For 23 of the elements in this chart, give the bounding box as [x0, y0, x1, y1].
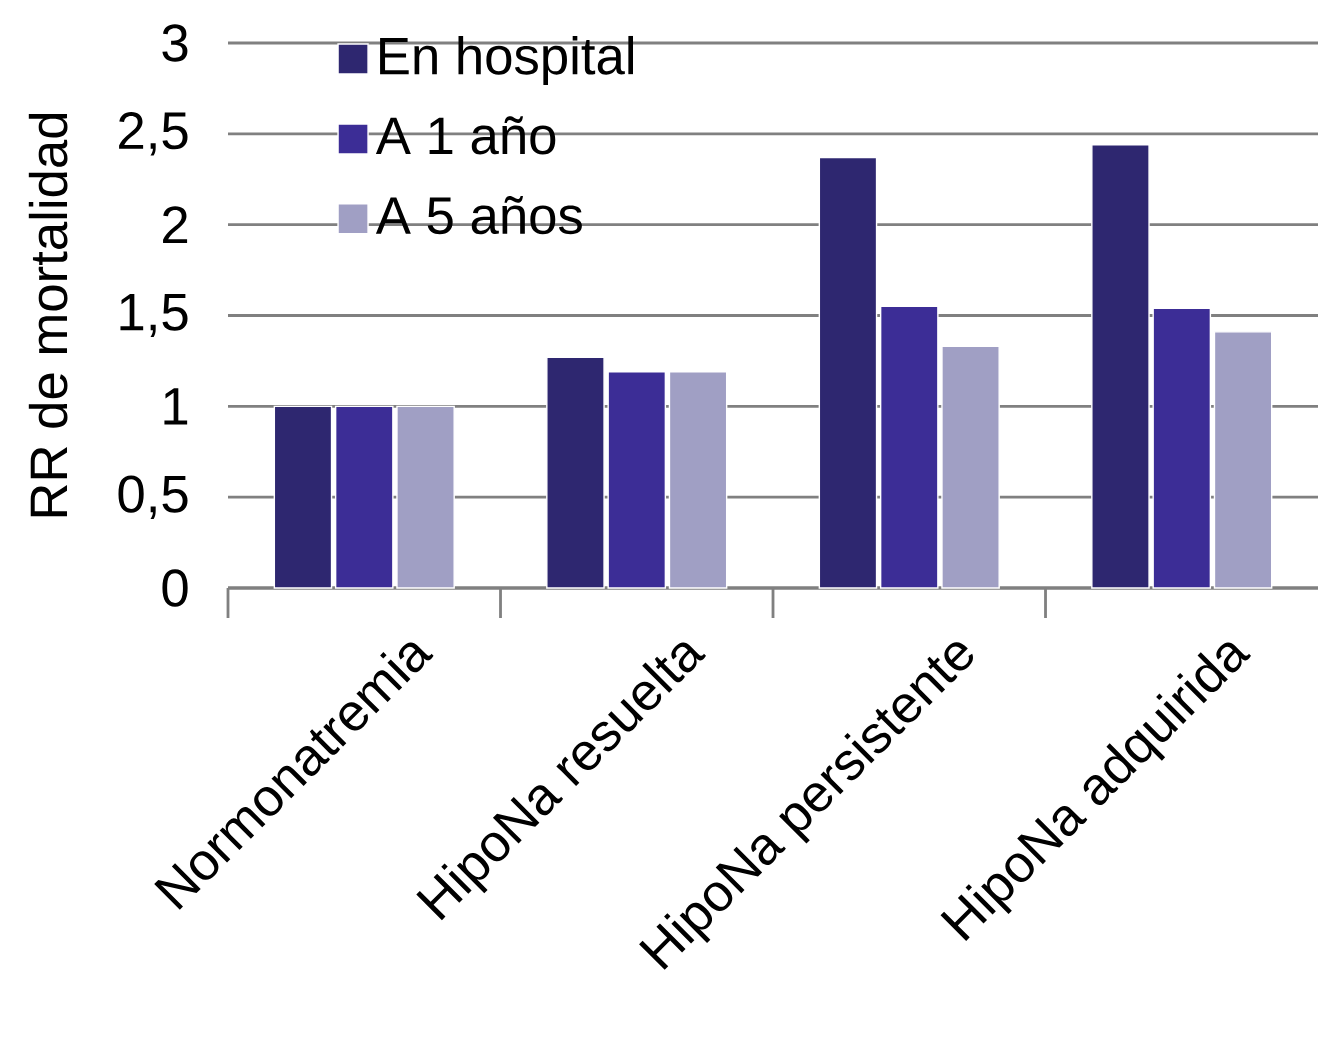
y-tick-label: 2,5 [119, 112, 188, 156]
bar [818, 156, 878, 589]
y-tick-label: 0,5 [118, 475, 188, 519]
legend-label: A 1 año [375, 116, 556, 155]
y-tick-label: 3 [162, 24, 188, 62]
y-tick-label: 2 [163, 206, 188, 244]
bar [1213, 331, 1273, 589]
legend-label: A 5 años [375, 195, 582, 235]
legend-label: En hospital [380, 35, 633, 86]
bar [607, 371, 667, 589]
bar [1091, 144, 1150, 589]
y-axis-title: RR de mortalidad [28, 113, 68, 517]
bar [546, 356, 605, 589]
bar [273, 405, 333, 589]
bar [334, 405, 394, 589]
bar [1152, 307, 1212, 589]
bar [879, 305, 939, 589]
bar [941, 345, 1000, 589]
y-tick-label: 0 [162, 569, 188, 607]
bar [396, 405, 455, 589]
y-tick-label: 1 [164, 388, 188, 425]
bar [668, 371, 728, 589]
y-tick-label: 1,5 [120, 293, 188, 337]
